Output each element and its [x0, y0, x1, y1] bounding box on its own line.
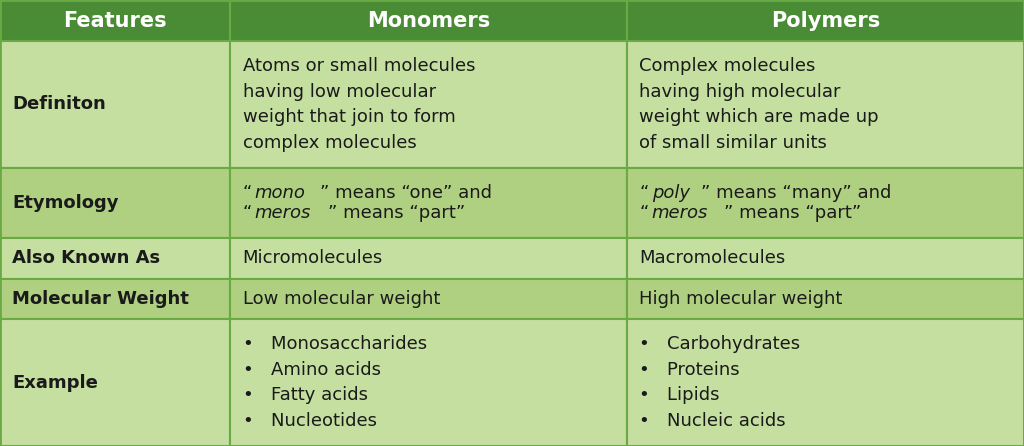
Bar: [230, 319, 627, 446]
Text: “: “: [639, 204, 649, 222]
Text: meros: meros: [255, 204, 311, 222]
Bar: [0, 41, 230, 168]
Text: ” means “part”: ” means “part”: [724, 204, 861, 222]
Text: Complex molecules
having high molecular
weight which are made up
of small simila: Complex molecules having high molecular …: [639, 57, 880, 152]
Bar: [230, 0, 627, 41]
Text: Definiton: Definiton: [12, 95, 106, 113]
Bar: [627, 279, 1024, 319]
Text: ” means “part”: ” means “part”: [328, 204, 465, 222]
Text: Molecular Weight: Molecular Weight: [12, 290, 189, 308]
Bar: [0, 238, 230, 279]
Text: “: “: [243, 204, 252, 222]
Text: mono: mono: [255, 184, 305, 202]
Text: Polymers: Polymers: [771, 11, 881, 30]
Text: •   Monosaccharides
•   Amino acids
•   Fatty acids
•   Nucleotides: • Monosaccharides • Amino acids • Fatty …: [243, 335, 427, 430]
Text: Micromolecules: Micromolecules: [243, 249, 383, 268]
Text: meros: meros: [651, 204, 708, 222]
Text: Example: Example: [12, 374, 98, 392]
Text: •   Carbohydrates
•   Proteins
•   Lipids
•   Nucleic acids: • Carbohydrates • Proteins • Lipids • Nu…: [639, 335, 801, 430]
Text: Features: Features: [63, 11, 167, 30]
Bar: [627, 168, 1024, 238]
Text: Etymology: Etymology: [12, 194, 119, 212]
Text: High molecular weight: High molecular weight: [639, 290, 843, 308]
Text: Macromolecules: Macromolecules: [639, 249, 785, 268]
Bar: [0, 279, 230, 319]
Bar: [627, 41, 1024, 168]
Text: “: “: [639, 184, 649, 202]
Text: Atoms or small molecules
having low molecular
weight that join to form
complex m: Atoms or small molecules having low mole…: [243, 57, 475, 152]
Bar: [230, 41, 627, 168]
Text: Low molecular weight: Low molecular weight: [243, 290, 440, 308]
Bar: [0, 0, 230, 41]
Bar: [627, 0, 1024, 41]
Bar: [230, 238, 627, 279]
Bar: [230, 168, 627, 238]
Bar: [230, 279, 627, 319]
Bar: [627, 319, 1024, 446]
Text: Also Known As: Also Known As: [12, 249, 161, 268]
Text: Monomers: Monomers: [368, 11, 490, 30]
Bar: [0, 168, 230, 238]
Text: poly: poly: [651, 184, 689, 202]
Text: ” means “one” and: ” means “one” and: [321, 184, 493, 202]
Text: “: “: [243, 184, 252, 202]
Bar: [0, 319, 230, 446]
Text: ” means “many” and: ” means “many” and: [700, 184, 891, 202]
Bar: [627, 238, 1024, 279]
